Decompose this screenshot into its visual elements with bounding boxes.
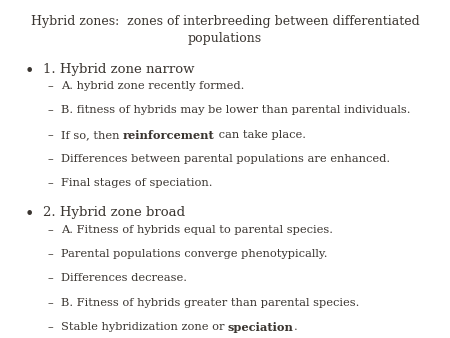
Text: 2. Hybrid zone broad: 2. Hybrid zone broad xyxy=(43,206,185,219)
Text: Differences between parental populations are enhanced.: Differences between parental populations… xyxy=(61,154,390,164)
Text: Hybrid zones:  zones of interbreeding between differentiated
populations: Hybrid zones: zones of interbreeding bet… xyxy=(31,15,419,45)
Text: –: – xyxy=(47,249,53,259)
Text: •: • xyxy=(25,206,34,223)
Text: –: – xyxy=(47,81,53,91)
Text: A. Fitness of hybrids equal to parental species.: A. Fitness of hybrids equal to parental … xyxy=(61,225,333,235)
Text: Differences decrease.: Differences decrease. xyxy=(61,273,187,284)
Text: –: – xyxy=(47,178,53,189)
Text: can take place.: can take place. xyxy=(215,130,306,140)
Text: –: – xyxy=(47,322,53,332)
Text: –: – xyxy=(47,154,53,164)
Text: –: – xyxy=(47,298,53,308)
Text: If so, then: If so, then xyxy=(61,130,123,140)
Text: –: – xyxy=(47,105,53,116)
Text: .: . xyxy=(294,322,297,332)
Text: A. hybrid zone recently formed.: A. hybrid zone recently formed. xyxy=(61,81,244,91)
Text: Final stages of speciation.: Final stages of speciation. xyxy=(61,178,212,189)
Text: B. fitness of hybrids may be lower than parental individuals.: B. fitness of hybrids may be lower than … xyxy=(61,105,410,116)
Text: B. Fitness of hybrids greater than parental species.: B. Fitness of hybrids greater than paren… xyxy=(61,298,359,308)
Text: Stable hybridization zone or: Stable hybridization zone or xyxy=(61,322,228,332)
Text: speciation: speciation xyxy=(228,322,294,333)
Text: •: • xyxy=(25,63,34,79)
Text: –: – xyxy=(47,273,53,284)
Text: 1. Hybrid zone narrow: 1. Hybrid zone narrow xyxy=(43,63,194,75)
Text: Parental populations converge phenotypically.: Parental populations converge phenotypic… xyxy=(61,249,327,259)
Text: reinforcement: reinforcement xyxy=(123,130,215,141)
Text: –: – xyxy=(47,225,53,235)
Text: –: – xyxy=(47,130,53,140)
